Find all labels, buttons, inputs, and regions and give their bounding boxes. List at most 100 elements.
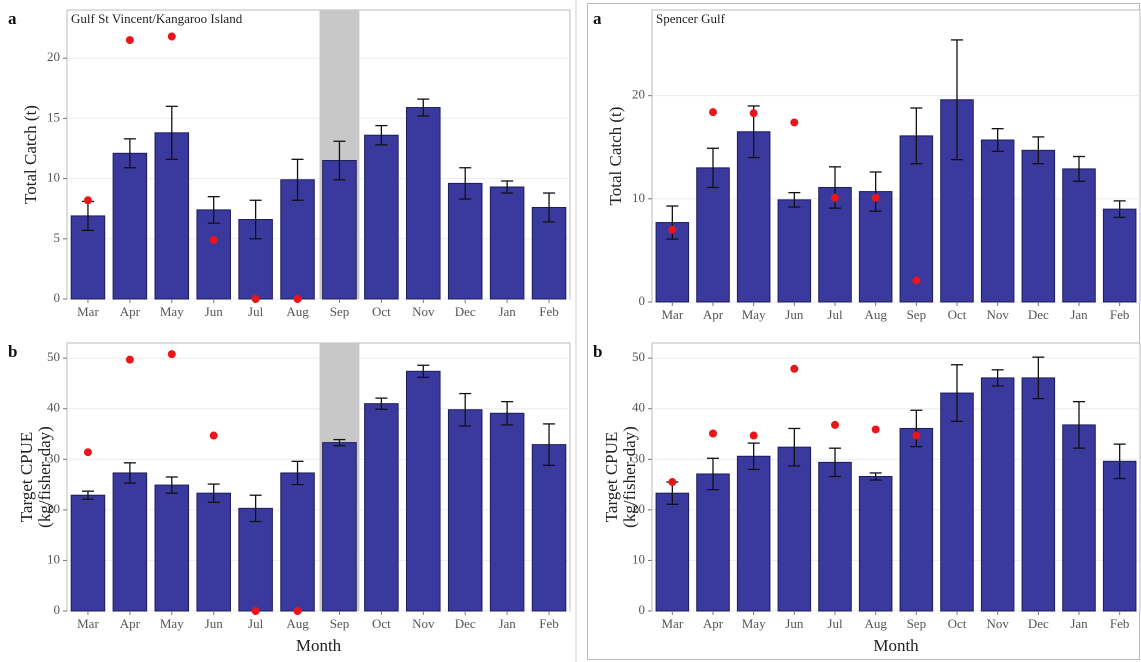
bar xyxy=(407,108,441,299)
point xyxy=(912,276,920,284)
y-tick-label: 20 xyxy=(632,87,645,102)
x-tick-label: Jul xyxy=(827,616,843,631)
y-tick-label: 40 xyxy=(47,400,60,415)
y-axis-title: Target CPUE xyxy=(17,432,36,523)
x-tick-label: Oct xyxy=(948,616,967,631)
point xyxy=(872,425,880,433)
x-tick-label: Dec xyxy=(455,304,476,319)
point xyxy=(668,226,676,234)
bar xyxy=(365,135,399,299)
x-tick-label: Jan xyxy=(498,304,516,319)
x-tick-label: Nov xyxy=(412,304,435,319)
y-axis-title: Total Catch (t) xyxy=(21,105,40,204)
bar xyxy=(941,393,974,611)
x-tick-label: Dec xyxy=(455,616,476,631)
x-tick-label: Jan xyxy=(1070,616,1088,631)
x-tick-label: May xyxy=(742,307,766,322)
bar xyxy=(1103,209,1136,302)
bar xyxy=(407,371,441,611)
x-tick-label: Jul xyxy=(248,616,264,631)
y-tick-label: 10 xyxy=(632,190,645,205)
point xyxy=(210,236,218,244)
y-tick-label: 0 xyxy=(54,290,61,305)
x-tick-label: Jul xyxy=(248,304,264,319)
bar xyxy=(1063,169,1096,302)
x-tick-label: May xyxy=(160,616,184,631)
figure: 05101520MarAprMayJunJulAugSepOctNovDecJa… xyxy=(0,0,1141,662)
bar xyxy=(113,473,147,611)
bar xyxy=(197,493,231,611)
x-tick-label: Jun xyxy=(785,616,804,631)
bar xyxy=(365,404,399,611)
x-axis-title: Month xyxy=(296,636,342,655)
x-tick-label: Sep xyxy=(330,616,350,631)
bar xyxy=(323,161,357,299)
y-axis-title: (kg/fisher-day) xyxy=(620,426,639,528)
bar xyxy=(981,140,1014,302)
y-tick-label: 10 xyxy=(47,551,60,566)
bar xyxy=(1063,425,1096,611)
x-tick-label: Jan xyxy=(1070,307,1088,322)
point xyxy=(790,365,798,373)
x-tick-label: Sep xyxy=(907,616,927,631)
bar xyxy=(737,456,770,611)
x-tick-label: Oct xyxy=(372,616,391,631)
point xyxy=(872,194,880,202)
point xyxy=(126,356,134,364)
point xyxy=(252,607,260,615)
x-tick-label: Jun xyxy=(205,304,224,319)
y-axis-title: (kg/fisher-day) xyxy=(35,426,54,528)
bar xyxy=(778,447,811,611)
point xyxy=(831,194,839,202)
x-tick-label: Nov xyxy=(986,616,1009,631)
panel-label: a xyxy=(593,9,602,28)
y-tick-label: 0 xyxy=(54,602,61,617)
x-tick-label: Sep xyxy=(330,304,350,319)
bar xyxy=(281,473,315,611)
x-tick-label: Apr xyxy=(703,307,724,322)
point xyxy=(168,350,176,358)
x-tick-label: May xyxy=(160,304,184,319)
panel-title: Spencer Gulf xyxy=(656,11,726,26)
bar xyxy=(490,187,524,299)
point xyxy=(84,448,92,456)
bar xyxy=(71,495,105,611)
x-tick-label: Feb xyxy=(1110,307,1130,322)
y-axis-title: Total Catch (t) xyxy=(606,107,625,206)
x-tick-label: Aug xyxy=(864,307,887,322)
bar xyxy=(448,183,482,299)
panel-title: Gulf St Vincent/Kangaroo Island xyxy=(71,11,243,26)
bar xyxy=(155,485,189,611)
point xyxy=(750,432,758,440)
bar xyxy=(981,378,1014,611)
y-tick-label: 40 xyxy=(632,400,645,415)
bar xyxy=(697,474,730,611)
point xyxy=(252,295,260,303)
y-tick-label: 50 xyxy=(47,349,60,364)
x-tick-label: Mar xyxy=(661,616,683,631)
point xyxy=(294,295,302,303)
point xyxy=(294,607,302,615)
x-tick-label: Apr xyxy=(120,616,141,631)
point xyxy=(210,432,218,440)
x-tick-label: Jan xyxy=(498,616,516,631)
bar xyxy=(859,476,892,611)
x-tick-label: Feb xyxy=(539,616,559,631)
point xyxy=(790,118,798,126)
point xyxy=(709,430,717,438)
bar xyxy=(778,200,811,302)
point xyxy=(126,36,134,44)
y-tick-label: 5 xyxy=(54,230,61,245)
x-tick-label: Aug xyxy=(286,616,309,631)
x-tick-label: Mar xyxy=(661,307,683,322)
bar xyxy=(490,413,524,611)
x-tick-label: Jun xyxy=(785,307,804,322)
y-tick-label: 0 xyxy=(639,602,646,617)
bar xyxy=(819,462,852,611)
x-tick-label: Mar xyxy=(77,616,99,631)
y-tick-label: 0 xyxy=(639,293,646,308)
x-tick-label: Nov xyxy=(986,307,1009,322)
bar xyxy=(1022,378,1055,611)
x-tick-label: Jun xyxy=(205,616,224,631)
y-tick-label: 20 xyxy=(47,49,60,64)
